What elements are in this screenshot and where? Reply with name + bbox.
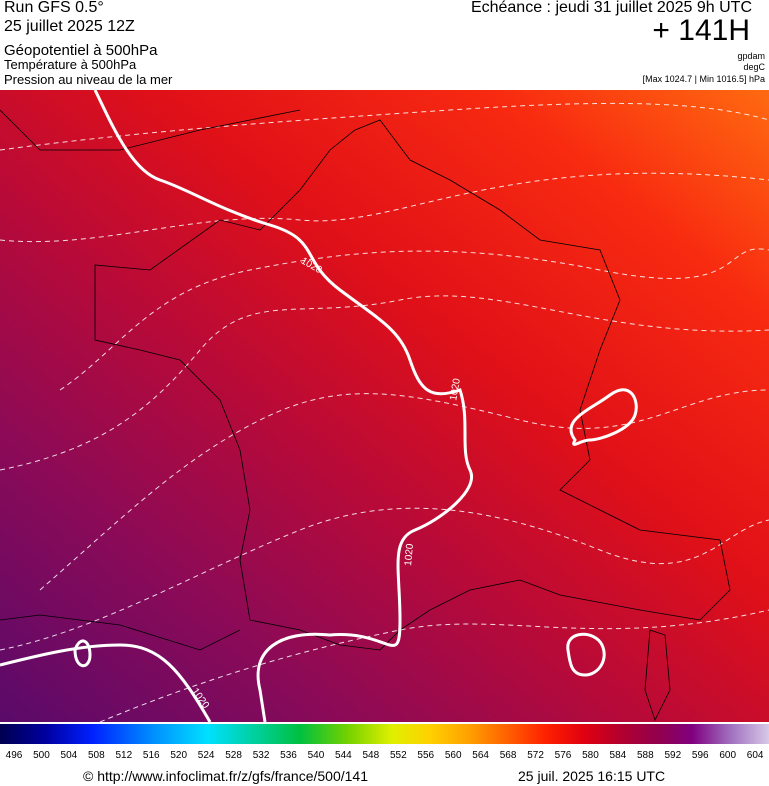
colorbar-label: 580 [582,750,599,761]
lead-time: + 141H [652,14,750,47]
colorbar-label: 552 [389,750,407,761]
isobars [0,90,638,722]
unit-gpdam: gpdam [737,51,765,61]
colorbar-label: 596 [691,750,709,761]
colorbar-label: 568 [499,750,517,761]
colorbar-label: 560 [444,750,462,761]
colorbar-label: 604 [746,750,764,761]
colorbar-label: 572 [527,750,544,761]
pressure-range: [Max 1024.7 | Min 1016.5] hPa [642,74,765,84]
coastlines [0,109,731,722]
colorbar-label: 576 [554,750,572,761]
colorbar [0,724,769,744]
colorbar-label: 548 [362,750,380,761]
colorbar-label: 524 [197,750,215,761]
layer-1: Géopotentiel à 500hPa [4,42,158,59]
colorbar-label: 500 [33,750,50,761]
colorbar-label: 544 [335,750,352,761]
footer-url: © http://www.infoclimat.fr/z/gfs/france/… [83,768,368,784]
unit-degc: degC [743,62,765,72]
colorbar-label: 536 [280,750,297,761]
run-title: Run GFS 0.5° [4,0,104,16]
map: 1020 1020 1020 1020 [0,90,769,722]
colorbar-label: 600 [719,750,737,761]
run-date: 25 juillet 2025 12Z [4,18,135,35]
colorbar-label: 528 [225,750,242,761]
forecast: Echéance : jeudi 31 juillet 2025 9h UTC [470,0,752,16]
colorbar-label: 532 [252,750,270,761]
layer-2: Température à 500hPa [4,57,137,72]
colorbar-label: 520 [170,750,188,761]
colorbar-label: 564 [472,750,489,761]
isobar-label: 1020 [403,543,416,567]
colorbar-label: 516 [142,750,160,761]
colorbar-label: 588 [637,750,654,761]
colorbar-label: 496 [5,750,23,761]
layer-3: Pression au niveau de la mer [4,72,173,87]
colorbar-label: 592 [664,750,682,761]
colorbar-label: 504 [60,750,78,761]
colorbar-label: 508 [88,750,105,761]
temperature-field [0,90,769,722]
footer-time: 25 juil. 2025 16:15 UTC [518,768,666,784]
colorbar-labels: 496 500 504 508 512 516 520 524 528 532 536 540 544 5… [0,744,769,766]
colorbar-label: 540 [307,750,325,761]
isobar-label: 1020 [448,377,463,401]
colorbar-label: 512 [115,750,133,761]
colorbar-label: 584 [609,750,627,761]
colorbar-label: 556 [417,750,435,761]
geopotential-lines [0,102,769,722]
